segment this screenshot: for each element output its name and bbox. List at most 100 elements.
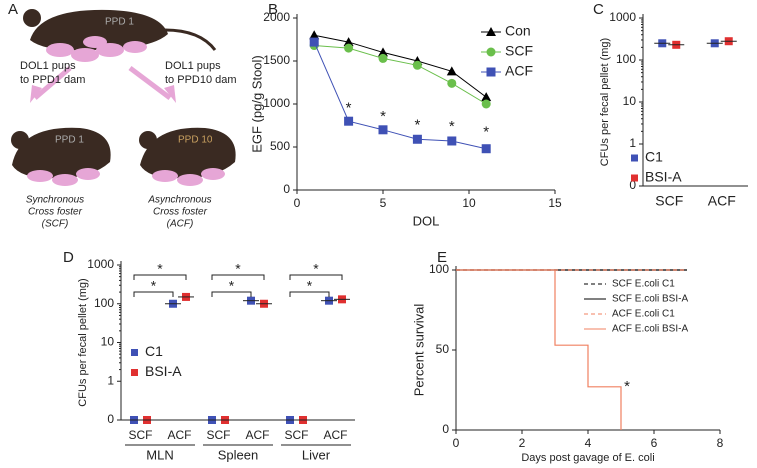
legend-swatch (631, 174, 638, 182)
y-tick-label: 10 (101, 335, 115, 349)
x-tick-label: ACF (324, 428, 348, 442)
panel-label: D (63, 249, 74, 266)
annotation: * (313, 261, 319, 277)
panel-label: E (437, 249, 447, 266)
x-tick-label: 2 (519, 436, 526, 450)
arrow-head (164, 85, 176, 103)
panel-label: B (268, 1, 278, 18)
significance-bracket (289, 291, 330, 297)
legend-swatch (131, 369, 138, 376)
caption: Cross foster (153, 207, 208, 218)
y-tick-label: 1 (629, 136, 636, 150)
caption: (SCF) (42, 219, 69, 230)
x-tick-label: 4 (585, 436, 592, 450)
y-tick-label: 1 (107, 373, 114, 387)
arrow-label: to PPD10 dam (165, 74, 237, 86)
annotation: * (483, 123, 489, 140)
legend-label: C1 (645, 149, 663, 165)
legend-marker (486, 27, 496, 36)
caption: (ACF) (167, 219, 194, 230)
x-tick-label: SCF (285, 428, 309, 442)
y-tick-label: 100 (429, 262, 449, 276)
x-axis-label: Days post gavage of E. coli (521, 452, 654, 464)
annotation: * (380, 108, 386, 125)
marker (412, 60, 422, 70)
marker (378, 53, 388, 63)
dam-label: PPD 1 (55, 135, 84, 146)
marker (412, 134, 422, 144)
x-tick-label: 8 (717, 436, 724, 450)
legend-swatch (131, 349, 138, 356)
x-tick-label: ACF (708, 193, 736, 209)
dam-head (11, 131, 29, 149)
marker (309, 30, 320, 40)
significance-bracket (289, 274, 343, 280)
marker (481, 99, 491, 109)
legend-label: SCF E.coli BSI-A (612, 294, 688, 305)
significance-bracket (211, 291, 252, 297)
marker (309, 37, 319, 47)
dam-head (139, 131, 157, 149)
x-tick-label: ACF (246, 428, 270, 442)
legend-marker (486, 67, 496, 77)
y-tick-label: 0 (107, 412, 114, 426)
pups (27, 168, 100, 186)
x-tick-label: 5 (380, 196, 387, 210)
y-tick-label: 500 (270, 139, 290, 153)
y-tick-label: 1000 (263, 96, 290, 110)
marker (344, 116, 354, 126)
tail (164, 28, 217, 51)
x-tick-label: SCF (129, 428, 153, 442)
x-tick-label: 15 (548, 196, 562, 210)
x-tick-label: 6 (651, 436, 658, 450)
legend-label: C1 (145, 343, 163, 359)
arrow (33, 66, 72, 100)
annotation: * (346, 99, 352, 116)
y-tick-label: 1500 (263, 53, 290, 67)
legend-label: SCF E.coli C1 (612, 279, 675, 290)
x-tick-label: 10 (462, 196, 476, 210)
diagram-a: A PPD 1 DOL1 pups to PPD1 dam DOL1 pups … (8, 1, 237, 230)
marker (378, 125, 388, 135)
pups (46, 36, 147, 62)
annotation: * (449, 118, 455, 135)
y-tick-label: 1000 (609, 10, 636, 24)
caption: Asynchronous (147, 195, 211, 206)
annotation: * (235, 261, 241, 277)
survival-curve (456, 269, 622, 430)
legend-label: ACF (505, 63, 533, 79)
y-tick-label: 100 (616, 52, 636, 66)
dam (30, 9, 168, 51)
significance-bracket (133, 274, 187, 280)
annotation: * (229, 278, 235, 294)
legend-label: ACF E.coli C1 (612, 309, 675, 320)
series-line (313, 41, 487, 150)
x-tick-label: ACF (168, 428, 192, 442)
y-axis-label: Percent survival (411, 304, 426, 397)
x-tick-label: 0 (453, 436, 460, 450)
annotation: * (414, 116, 420, 133)
arrow (128, 66, 172, 100)
dam-label: PPD 10 (178, 135, 213, 146)
series-line (314, 45, 487, 105)
group-label: Liver (302, 447, 331, 462)
marker (446, 66, 457, 76)
annotation: * (307, 278, 313, 294)
marker (481, 92, 492, 102)
y-tick-label: 2000 (263, 10, 290, 24)
legend-label: BSI-A (145, 363, 182, 379)
marker (447, 78, 457, 88)
group-label: Spleen (218, 447, 258, 462)
pups (152, 168, 225, 186)
y-tick-label: 0 (442, 422, 449, 436)
x-tick-label: 0 (294, 196, 301, 210)
panel-label: C (593, 1, 604, 18)
marker (344, 43, 354, 53)
legend-marker (486, 47, 496, 57)
marker (481, 144, 491, 154)
x-tick-label: SCF (207, 428, 231, 442)
y-tick-label: 100 (94, 296, 114, 310)
x-axis-label: DOL (413, 213, 440, 228)
y-tick-label: 10 (623, 94, 637, 108)
arrow-head (30, 85, 42, 103)
